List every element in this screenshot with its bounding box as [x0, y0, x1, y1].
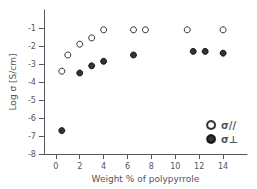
svg-text:0: 0: [53, 162, 58, 171]
svg-text:Log σ [S/cm]: Log σ [S/cm]: [8, 54, 18, 111]
svg-text:-5: -5: [28, 96, 36, 105]
svg-text:-8: -8: [28, 150, 36, 159]
svg-text:-3: -3: [28, 60, 36, 69]
svg-text:-7: -7: [28, 132, 36, 141]
svg-text:σ//: σ//: [221, 120, 236, 131]
svg-text:-6: -6: [28, 114, 36, 123]
svg-text:10: 10: [170, 162, 180, 171]
svg-text:-4: -4: [28, 78, 36, 87]
svg-text:6: 6: [125, 162, 130, 171]
svg-text:8: 8: [149, 162, 154, 171]
svg-text:Weight % of polypyrrole: Weight % of polypyrrole: [92, 174, 200, 184]
svg-text:4: 4: [101, 162, 106, 171]
svg-text:-1: -1: [28, 24, 36, 33]
svg-text:12: 12: [194, 162, 204, 171]
svg-text:σ⊥: σ⊥: [221, 134, 238, 145]
svg-text:2: 2: [77, 162, 82, 171]
svg-text:14: 14: [218, 162, 228, 171]
svg-text:-2: -2: [28, 42, 36, 51]
